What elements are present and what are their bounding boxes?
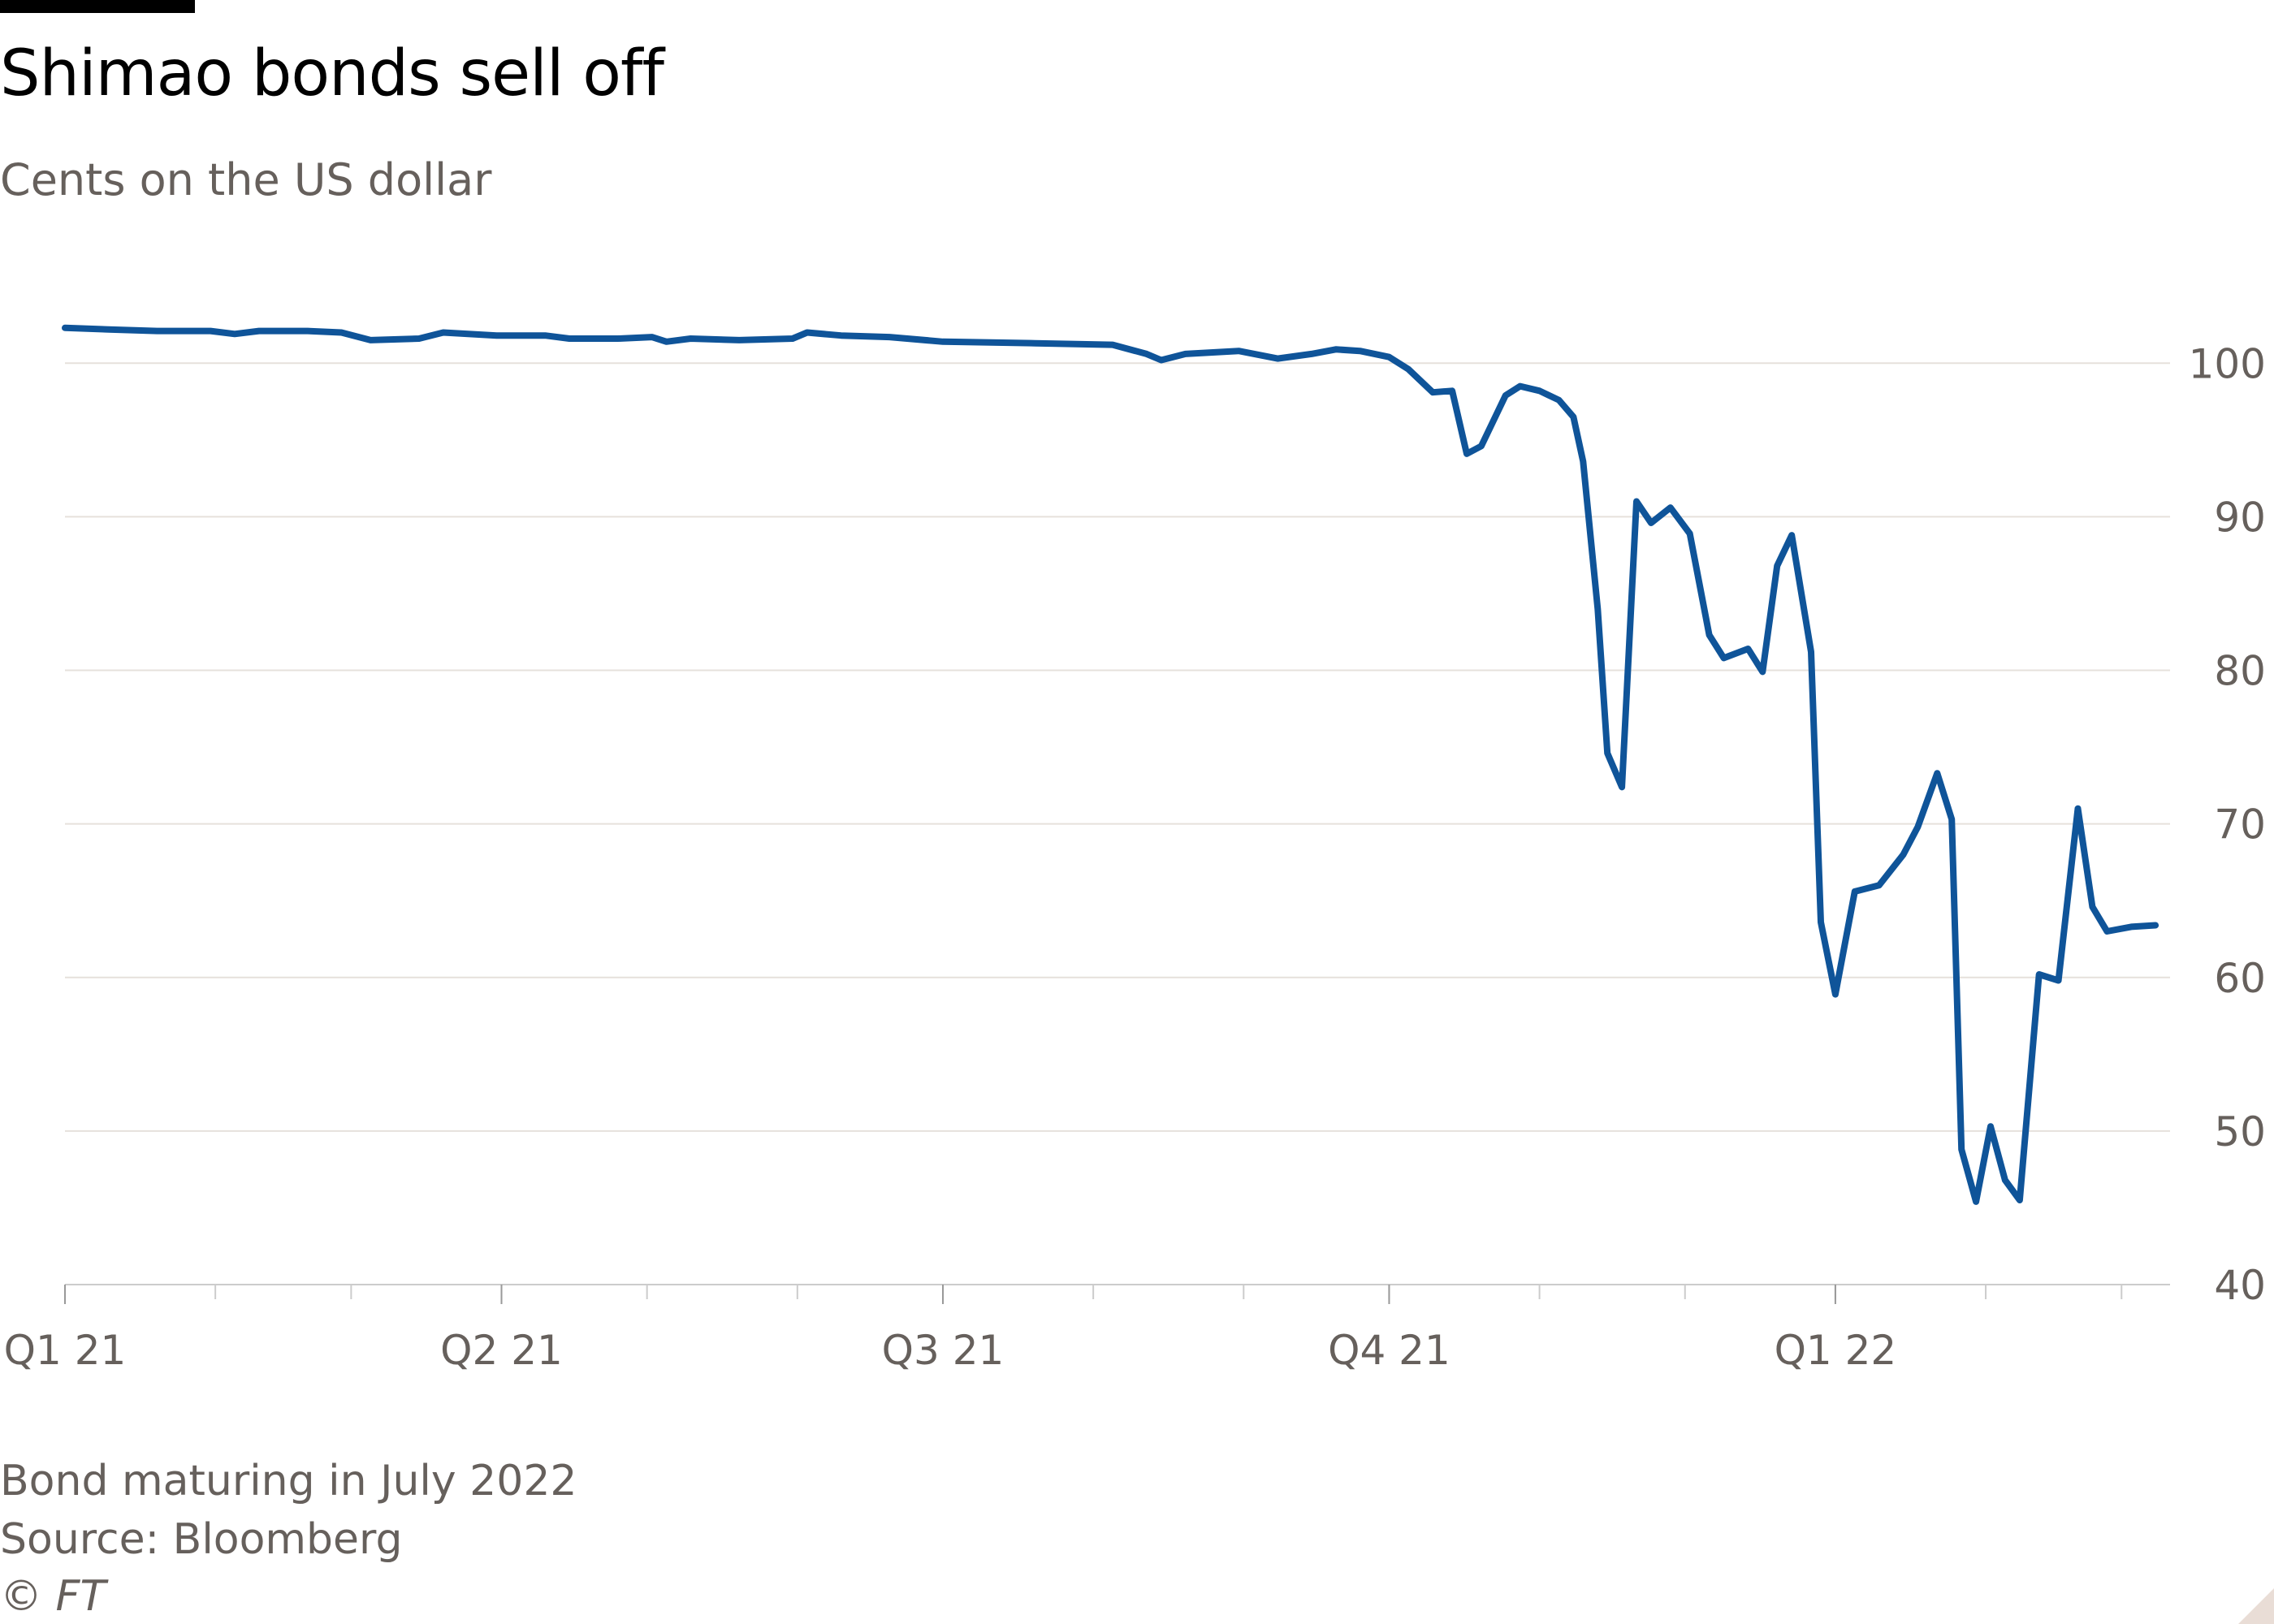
x-tick-label: Q2 21 <box>440 1327 563 1374</box>
grid-lines <box>65 362 2170 1132</box>
y-axis: 40 50 60 70 80 90 100 <box>2189 340 2266 1309</box>
y-tick-label: 70 <box>2214 801 2266 849</box>
source-note: Source: Bloomberg <box>0 1515 403 1564</box>
line-chart: Q1 21 Q2 21 Q3 21 Q4 21 Q1 22 40 50 60 70 80 90 10… <box>4 324 2266 1374</box>
y-tick-label: 100 <box>2189 340 2266 387</box>
y-tick-label: 40 <box>2214 1262 2266 1309</box>
y-tick-label: 90 <box>2214 494 2266 541</box>
x-axis: Q1 21 Q2 21 Q3 21 Q4 21 Q1 22 <box>4 1284 2170 1374</box>
chart-subtitle: Cents on the US dollar <box>0 154 492 205</box>
series-line <box>62 324 2159 1205</box>
y-tick-label: 50 <box>2214 1108 2266 1155</box>
x-tick-label: Q1 21 <box>4 1327 127 1374</box>
chart-title: Shimao bonds sell off <box>0 37 664 110</box>
chart-note: Bond maturing in July 2022 <box>0 1457 577 1505</box>
x-tick-label: Q3 21 <box>882 1327 1005 1374</box>
y-tick-label: 60 <box>2214 955 2266 1002</box>
y-tick-label: 80 <box>2214 648 2266 695</box>
copyright-note: © FT <box>0 1572 106 1621</box>
corner-mark <box>2238 1588 2274 1624</box>
series <box>62 324 2159 1205</box>
brand-bar <box>0 0 195 13</box>
x-tick-label: Q1 22 <box>1775 1327 1897 1374</box>
x-tick-label: Q4 21 <box>1328 1327 1450 1374</box>
